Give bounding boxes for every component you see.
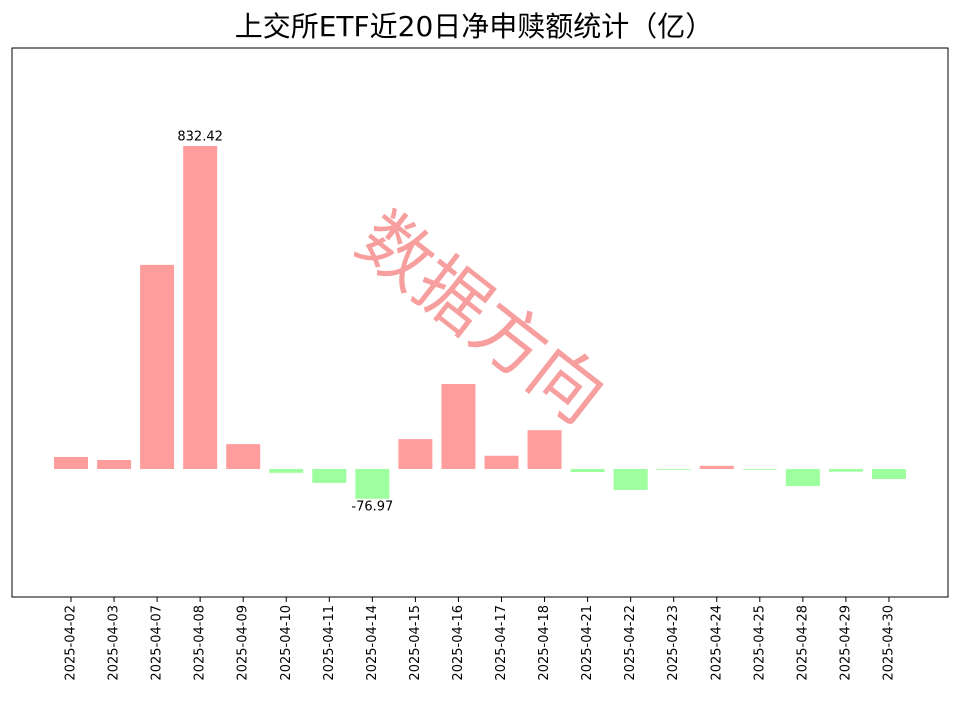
value-label: -76.97 [351,499,393,514]
bar [140,264,175,469]
bar [398,439,433,469]
plot-frame [11,47,949,598]
x-tick-label: 2025-04-02 [64,605,79,681]
x-tick-label: 2025-04-07 [150,605,165,681]
x-tick-label: 2025-04-28 [795,605,810,681]
bar [183,145,218,469]
bar [226,444,261,469]
x-tick-label: 2025-04-18 [537,605,552,681]
x-tick-label: 2025-04-30 [881,605,896,681]
bar [742,468,777,470]
x-tick-label: 2025-04-14 [365,605,380,681]
bar [570,468,605,473]
bar [484,455,519,469]
bar [699,465,734,469]
watermark: 数据方向 [342,196,621,440]
x-tick-label: 2025-04-29 [838,605,853,681]
bar [656,468,691,470]
bar [441,383,476,469]
x-tick-label: 2025-04-15 [408,605,423,681]
x-tick-label: 2025-04-24 [709,605,724,681]
bar [97,460,132,469]
x-tick-label: 2025-04-17 [494,605,509,681]
bar [355,468,390,499]
chart-title: 上交所ETF近20日净申赎额统计（亿） [235,10,714,43]
bar [871,468,906,480]
value-label: 832.42 [177,129,223,144]
x-tick-label: 2025-04-08 [193,605,208,681]
x-tick-label: 2025-04-03 [107,605,122,681]
x-tick-label: 2025-04-22 [623,605,638,681]
bar [269,468,304,473]
bar [54,456,88,469]
bar [312,468,347,483]
x-tick-label: 2025-04-25 [752,605,767,681]
bar [613,468,648,490]
x-tick-label: 2025-04-09 [236,605,251,681]
bar [785,468,820,487]
x-tick-label: 2025-04-11 [322,605,337,681]
x-tick-label: 2025-04-23 [666,605,681,681]
x-tick-label: 2025-04-21 [580,605,595,681]
bar [527,430,562,469]
bar [828,468,863,472]
x-tick-label: 2025-04-10 [279,605,294,681]
x-tick-label: 2025-04-16 [451,605,466,681]
